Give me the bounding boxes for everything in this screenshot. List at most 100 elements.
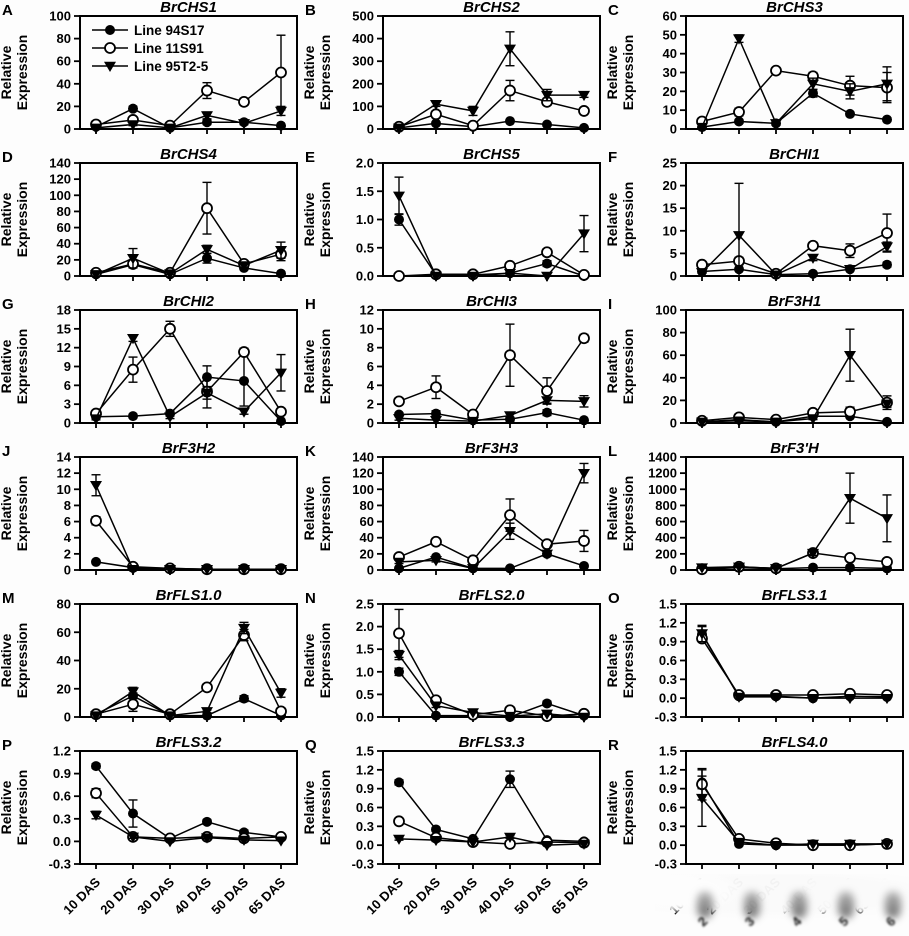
series-line-94s17 xyxy=(91,556,286,575)
y-tick-label: 0 xyxy=(670,122,677,137)
marker-filled-circle xyxy=(202,253,212,264)
y-tick-label: 1.5 xyxy=(356,744,374,759)
y-tick-label: 1.5 xyxy=(659,597,677,612)
series-line xyxy=(398,654,585,718)
series-line-11s91 xyxy=(696,64,893,128)
y-tick-label: 40 xyxy=(57,76,71,91)
marker-open-circle xyxy=(164,322,176,335)
marker-filled-circle xyxy=(91,556,101,567)
x-tick-label: 40 DAS xyxy=(171,874,214,917)
y-tick-label: 3 xyxy=(64,397,71,412)
series-line-11s91 xyxy=(696,632,893,701)
marker-filled-triangle-down xyxy=(393,191,405,202)
y-tick-label: 8 xyxy=(367,340,374,355)
y-tick-label: 400 xyxy=(352,31,374,46)
marker-filled-triangle-down xyxy=(504,527,516,538)
y-axis-label-line2: Expression xyxy=(317,329,333,404)
plot-frame xyxy=(382,750,601,865)
panel-H: H BrCHI3 Relative Expression 0 2 4 6 8 10 12 xyxy=(301,293,606,441)
y-tick-label: 20 xyxy=(57,681,71,696)
series-line-11s91 xyxy=(393,498,590,567)
panel-letter: J xyxy=(2,443,10,460)
y-tick-label: 300 xyxy=(352,54,374,69)
marker-open-circle xyxy=(578,535,590,547)
series-line-95t2-5 xyxy=(696,624,893,705)
panel-letter: D xyxy=(2,149,13,166)
y-tick-label: 12 xyxy=(360,303,374,318)
y-axis-label-line2: Expression xyxy=(317,623,333,698)
panel-L: L BrF3'H Relative Expression 0 200 400 600 800 10… xyxy=(604,440,909,588)
series-line-94s17 xyxy=(697,625,892,704)
marker-open-circle xyxy=(275,405,287,418)
panel-title: BrFLS3.2 xyxy=(156,735,223,751)
marker-filled-circle xyxy=(105,25,115,35)
panel-F: F BrCHI1 Relative Expression 0 5 10 15 20 25 xyxy=(604,146,909,294)
y-tick-label: 40 xyxy=(663,46,677,61)
series-line xyxy=(701,92,888,128)
panel-P: P BrFLS3.2 Relative Expression -0.3 0.0 0.3 0.6… xyxy=(0,734,303,931)
series-line xyxy=(701,36,888,128)
y-tick-label: 40 xyxy=(57,236,71,251)
panel-letter: A xyxy=(2,2,13,19)
marker-filled-triangle-down xyxy=(275,245,287,257)
series-line xyxy=(95,376,282,422)
marker-filled-triangle-down xyxy=(578,229,590,240)
marker-open-circle xyxy=(430,108,442,121)
panel-G-chart: G BrCHI2 Relative Expression 0 3 6 9 12 15 18 xyxy=(0,293,298,431)
marker-filled-circle xyxy=(882,259,892,270)
series-line xyxy=(398,219,585,277)
y-tick-label: -0.3 xyxy=(655,710,677,725)
marker-filled-circle xyxy=(394,666,404,677)
y-tick-label: 15 xyxy=(57,321,71,336)
y-tick-label: 0.6 xyxy=(53,789,71,804)
panel-F-chart: F BrCHI1 Relative Expression 0 5 10 15 20 25 xyxy=(604,146,904,284)
y-tick-label: 1.0 xyxy=(356,212,374,227)
y-axis-label-line2: Expression xyxy=(620,329,636,404)
series-line xyxy=(398,120,585,129)
marker-filled-triangle-down xyxy=(164,269,176,280)
marker-filled-triangle-down xyxy=(430,99,442,111)
marker-filled-triangle-down xyxy=(807,79,819,90)
marker-open-circle xyxy=(541,246,553,259)
panel-title: BrF3H3 xyxy=(465,441,519,457)
marker-filled-circle xyxy=(276,120,286,131)
y-axis-label-line1: Relative xyxy=(0,633,14,687)
marker-filled-circle xyxy=(579,560,589,571)
x-tick-label: 10 DAS xyxy=(363,874,406,917)
y-axis-label-line1: Relative xyxy=(0,486,14,540)
y-tick-label: 120 xyxy=(49,172,71,187)
y-tick-label: 0 xyxy=(64,269,71,284)
marker-filled-triangle-down xyxy=(733,416,745,427)
plot-frame xyxy=(685,15,904,130)
panel-B-chart: B BrCHS2 Relative Expression 0 100 200 300 400 50… xyxy=(301,0,601,137)
marker-open-circle xyxy=(201,84,213,97)
marker-filled-triangle-down xyxy=(201,111,213,122)
plot-frame xyxy=(79,750,298,865)
panel-O: O BrFLS3.1 Relative Expression -0.3 0.0 0.3 0.6… xyxy=(604,587,909,735)
marker-open-circle xyxy=(393,270,405,282)
panel-L-chart: L BrF3'H Relative Expression 0 20040060080010… xyxy=(604,440,904,578)
series-line-95t2-5 xyxy=(393,176,590,282)
series-line xyxy=(95,248,282,276)
marker-filled-triangle-down xyxy=(733,231,745,242)
marker-open-circle xyxy=(844,551,856,564)
y-tick-label: 0 xyxy=(670,563,677,578)
series-line-95t2-5 xyxy=(393,649,590,723)
marker-filled-triangle-down xyxy=(733,692,745,703)
y-tick-label: 6 xyxy=(64,378,71,393)
y-tick-label: 10 xyxy=(663,223,677,238)
marker-open-circle xyxy=(844,405,856,418)
marker-filled-triangle-down xyxy=(696,629,708,640)
series-line xyxy=(701,234,888,276)
marker-filled-triangle-down xyxy=(90,123,102,134)
marker-filled-triangle-down xyxy=(164,564,176,576)
marker-filled-triangle-down xyxy=(238,407,250,418)
y-tick-label: 0 xyxy=(64,710,71,725)
y-tick-label: 100 xyxy=(49,188,71,203)
marker-filled-triangle-down xyxy=(430,556,442,567)
marker-filled-triangle-down xyxy=(541,549,553,560)
y-tick-label: 0.6 xyxy=(356,800,374,815)
marker-filled-triangle-down xyxy=(807,839,819,850)
x-tick-label: 50 DAS xyxy=(814,874,857,917)
